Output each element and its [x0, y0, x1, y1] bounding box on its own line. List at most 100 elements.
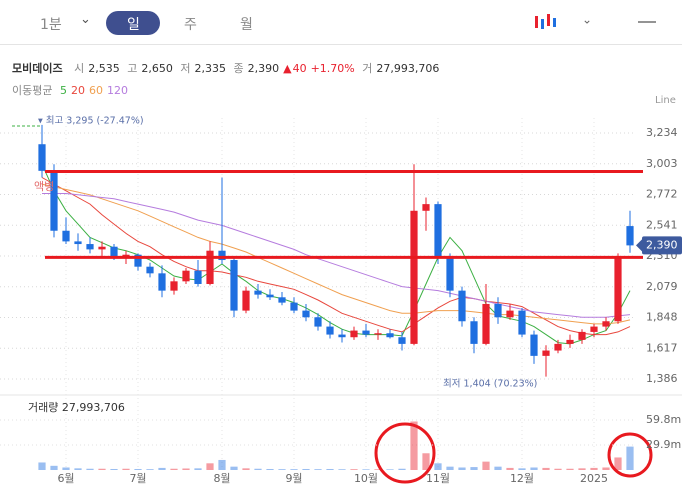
volume-bar — [566, 468, 574, 470]
candle-body — [62, 230, 70, 242]
volume-tick-label: 59.8m — [646, 413, 681, 426]
volume-bar — [602, 467, 610, 470]
legend-item: 60 — [88, 84, 103, 97]
candle-body — [242, 290, 250, 311]
candle-body — [554, 343, 562, 351]
volume-bar — [422, 453, 430, 470]
change: 40 — [292, 62, 307, 75]
volume-bar — [434, 463, 442, 470]
quote-label: 종 — [233, 62, 244, 75]
volume-bar — [170, 468, 178, 470]
candle-body — [410, 210, 418, 344]
ma-line — [42, 193, 631, 318]
x-tick-label: 2025 — [580, 472, 608, 485]
candle-body — [194, 270, 202, 284]
x-tick-label: 7월 — [129, 472, 146, 485]
tab-active[interactable] — [106, 11, 160, 35]
volume-bar — [482, 461, 490, 470]
candle-body — [302, 310, 310, 318]
mode-label[interactable]: Line — [655, 95, 676, 106]
volume-bar — [38, 462, 46, 470]
volume-bar — [578, 468, 586, 470]
chevron[interactable]: ⌄ — [582, 13, 592, 27]
volume-bar — [326, 468, 334, 470]
volume-bar — [146, 469, 154, 470]
x-tick-label: 8월 — [213, 472, 230, 485]
volume-bar — [110, 468, 118, 470]
quote-label: 고 — [127, 62, 138, 75]
volume-tick-label: 29.9m — [646, 438, 681, 451]
volume-bar — [242, 468, 250, 470]
quote-value: 2,390 — [247, 62, 280, 75]
quote-value: 27,993,706 — [376, 62, 440, 75]
volume-bar — [122, 468, 130, 470]
candle-icon[interactable] — [535, 14, 556, 29]
quote-label: 저 — [180, 62, 191, 75]
low-note: 최저 1,404 (70.23%) — [443, 379, 537, 390]
ma-legend: 이동평균 5 20 60 120 — [12, 82, 132, 98]
x-tick-label: 9월 — [285, 472, 302, 485]
candle-body — [362, 330, 370, 335]
x-tick-label: 12월 — [510, 472, 534, 485]
candle-body — [530, 334, 538, 356]
candle-body — [578, 331, 586, 340]
x-tick-label: 6월 — [57, 472, 74, 485]
volume-bar — [614, 457, 622, 470]
volume-bar — [338, 469, 346, 470]
candle-body — [158, 273, 166, 291]
candle-body — [38, 144, 46, 171]
candle-body — [218, 250, 226, 261]
volume-bar — [542, 467, 550, 470]
tab[interactable]: 월 — [240, 17, 253, 33]
y-tick-label: 2,079 — [646, 280, 678, 293]
volume-bar — [458, 467, 466, 470]
volume-bar — [266, 468, 274, 470]
candle-body — [422, 204, 430, 211]
stock-name: 모비데이즈 — [12, 62, 63, 75]
volume-bar — [290, 469, 298, 470]
volume-bar — [62, 467, 70, 470]
candle-body — [74, 241, 82, 245]
candle-body — [350, 330, 358, 338]
volume-bar — [518, 468, 526, 470]
volume-bar — [530, 467, 538, 470]
volume-bar — [50, 465, 58, 470]
tab[interactable]: 주 — [184, 17, 197, 33]
highlight-circle — [607, 432, 653, 478]
up-arrow: ▲ — [283, 62, 292, 75]
volume-bar — [398, 468, 406, 470]
candle-body — [506, 310, 514, 318]
volume-title: 거래량 27,993,706 — [28, 401, 125, 414]
candle-body — [86, 244, 94, 250]
candle-body — [254, 290, 262, 295]
candle-body — [518, 310, 526, 335]
y-tick-label: 1,386 — [646, 372, 678, 385]
chevron[interactable]: ⌄ — [80, 12, 91, 27]
tab[interactable]: 1분 — [40, 17, 62, 33]
candle-body — [602, 321, 610, 327]
ma-label: 이동평균 — [12, 84, 53, 97]
candle-body — [146, 266, 154, 274]
volume-bar — [182, 468, 190, 470]
candle-body — [458, 290, 466, 322]
volume-bar — [86, 468, 94, 470]
candle-body — [110, 246, 118, 258]
tab[interactable]: 일 — [127, 17, 140, 33]
legend-item: 20 — [70, 84, 85, 97]
candle-body — [182, 270, 190, 282]
quote-label: 시 — [74, 62, 85, 75]
quote-row: 모비데이즈 시 2,535 고 2,650 저 2,335 종 2,390 ▲40 +1.7… — [12, 60, 443, 76]
y-tick-label: 3,003 — [646, 157, 678, 170]
x-tick-label: 10월 — [354, 472, 378, 485]
candle-body — [614, 257, 622, 322]
volume-bar — [98, 468, 106, 470]
volume-bar — [626, 446, 634, 470]
side-note: 액병 — [34, 180, 54, 193]
volume-bar — [218, 459, 226, 470]
volume-bar — [470, 467, 478, 470]
ma-line — [41, 183, 631, 325]
ma-line — [41, 163, 631, 345]
candle-body — [386, 333, 394, 338]
